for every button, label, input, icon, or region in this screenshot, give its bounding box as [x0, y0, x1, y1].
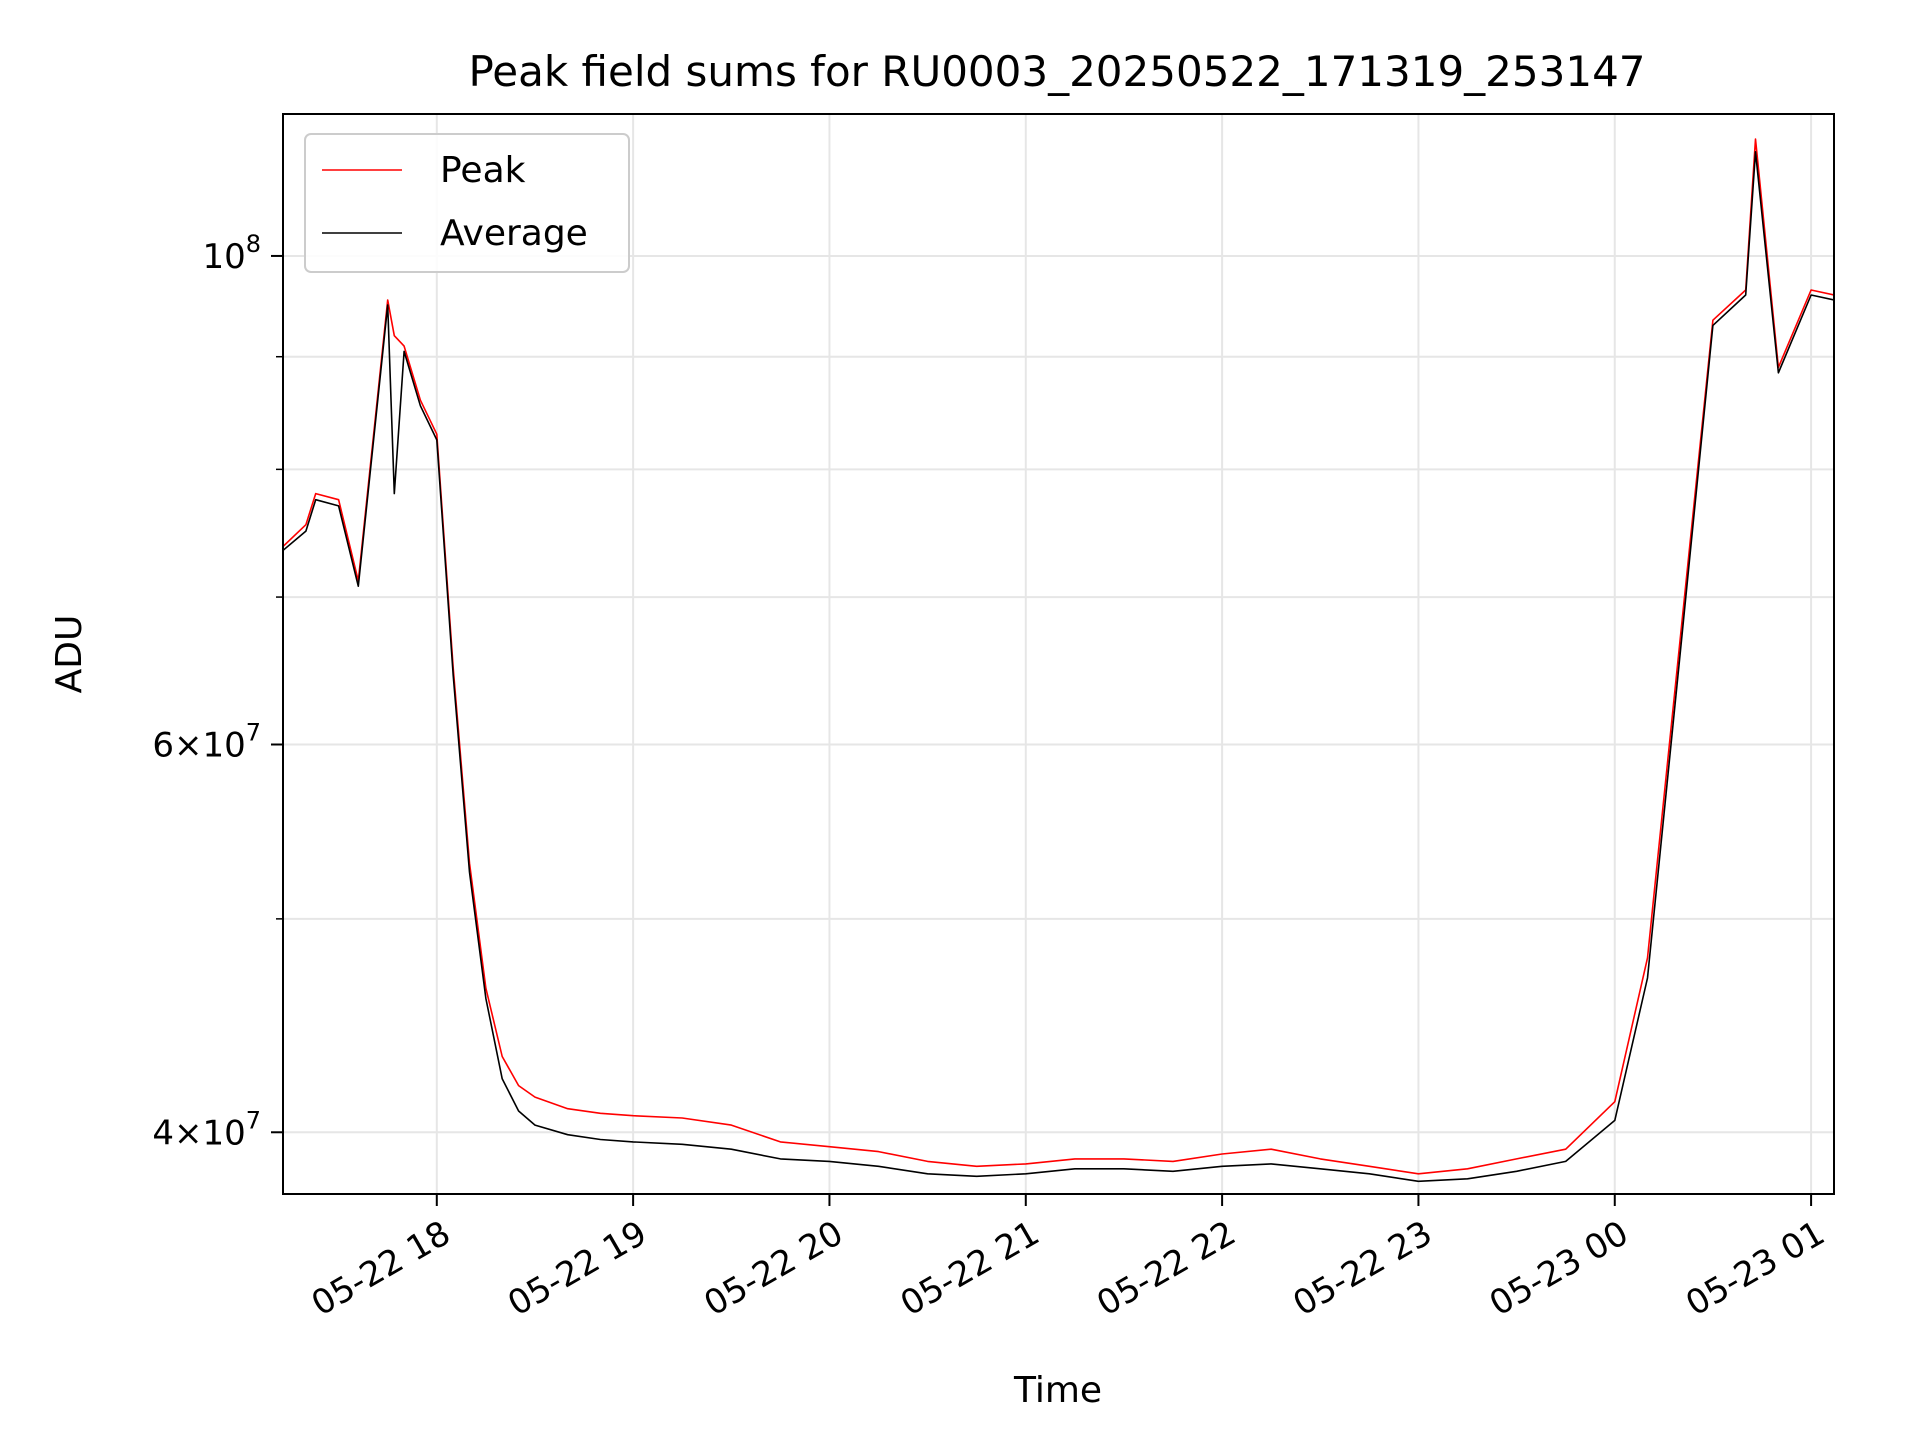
- legend-box: [304, 133, 630, 273]
- y-tick-label: 6×107: [152, 718, 261, 765]
- legend-label-peak: Peak: [440, 150, 526, 191]
- grid: [283, 114, 1834, 1194]
- y-tick-label: 4×107: [152, 1106, 261, 1153]
- legend-label-average: Average: [440, 213, 588, 254]
- series-line-peak: [283, 138, 1834, 1175]
- plot-area-frame: [282, 113, 1835, 1195]
- chart-title: Peak field sums for RU0003_20250522_1713…: [468, 47, 1645, 96]
- legend: Peak Average: [304, 133, 630, 273]
- series-line-average: [283, 151, 1834, 1183]
- plot-lines: [283, 138, 1834, 1183]
- x-axis-label: Time: [1013, 1370, 1102, 1411]
- y-tick-label: 108: [202, 230, 261, 277]
- y-axis: 108 6×107 4×107: [152, 230, 283, 1153]
- y-axis-label: ADU: [49, 615, 90, 694]
